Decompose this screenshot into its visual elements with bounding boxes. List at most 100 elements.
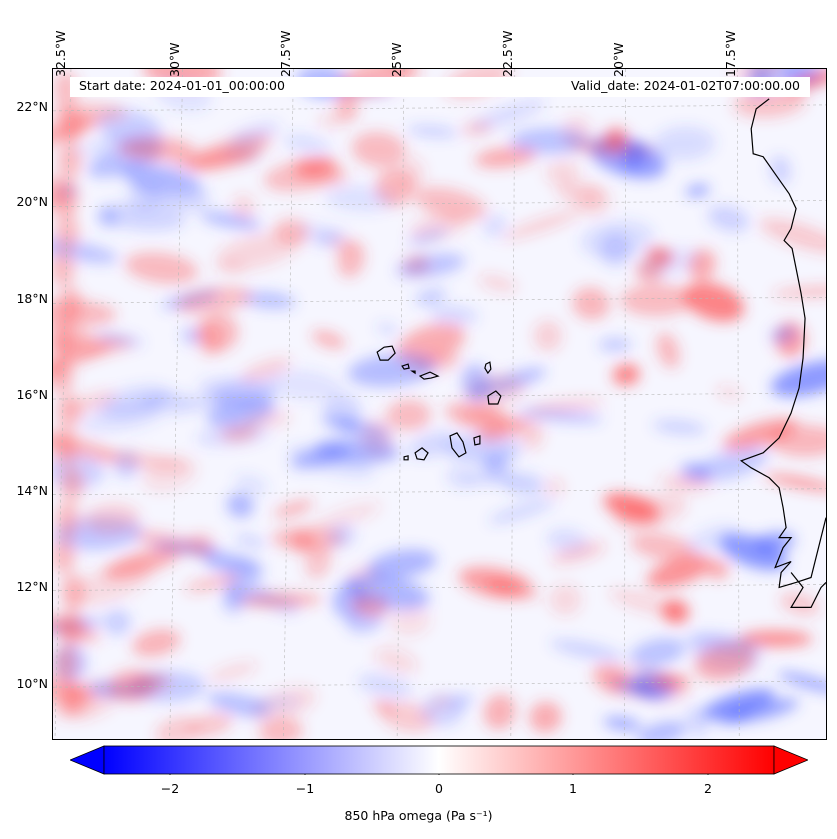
omega-negative-region bbox=[696, 446, 769, 482]
omega-negative-region bbox=[707, 205, 750, 232]
omega-positive-region bbox=[646, 555, 712, 589]
island-santo-antao bbox=[376, 345, 396, 361]
longitude-label: 17.5°W bbox=[723, 30, 738, 77]
omega-positive-region bbox=[620, 284, 694, 317]
latitude-label: 20°N bbox=[16, 194, 48, 209]
omega-positive-region bbox=[304, 544, 332, 579]
omega-positive-region bbox=[444, 402, 510, 430]
omega-negative-region bbox=[53, 238, 119, 264]
omega-positive-region bbox=[577, 184, 611, 218]
omega-positive-region bbox=[707, 560, 729, 580]
valid-date-label: Valid_date: 2024-01-02T07:00:00.00 bbox=[570, 78, 800, 93]
omega-negative-region bbox=[482, 453, 510, 476]
omega-negative-region bbox=[325, 185, 394, 212]
colorbar-body bbox=[103, 745, 775, 775]
omega-positive-region bbox=[544, 477, 565, 497]
omega-positive-region bbox=[722, 418, 798, 450]
omega-positive-region bbox=[337, 241, 365, 278]
longitude-label: 27.5°W bbox=[278, 30, 293, 77]
omega-positive-region bbox=[483, 694, 516, 730]
omega-negative-region bbox=[680, 462, 710, 481]
omega-negative-region bbox=[234, 534, 266, 548]
omega-negative-region bbox=[376, 322, 399, 336]
omega-negative-region bbox=[598, 338, 632, 352]
omega-negative-region bbox=[327, 523, 356, 548]
island-boa-vista bbox=[487, 390, 502, 405]
omega-positive-region bbox=[335, 92, 359, 123]
omega-positive-region bbox=[372, 700, 394, 713]
omega-negative-region bbox=[638, 247, 700, 277]
omega-positive-region bbox=[477, 416, 528, 442]
colorbar-tick-label: 0 bbox=[435, 781, 443, 796]
meridian-line bbox=[510, 69, 516, 739]
omega-positive-region bbox=[142, 456, 198, 492]
latitude-label: 12°N bbox=[16, 579, 48, 594]
omega-positive-region bbox=[53, 322, 76, 359]
omega-negative-region bbox=[719, 533, 788, 571]
colorbar-tick-label: 1 bbox=[569, 781, 577, 796]
latitude-label: 18°N bbox=[16, 291, 48, 306]
omega-negative-region bbox=[321, 415, 361, 433]
island-brava bbox=[403, 455, 409, 461]
omega-positive-region bbox=[318, 113, 344, 129]
omega-negative-region bbox=[199, 211, 262, 230]
omega-positive-region bbox=[176, 286, 253, 315]
guinea-coast bbox=[790, 572, 826, 608]
island-fogo bbox=[414, 447, 429, 461]
omega-positive-region bbox=[572, 287, 611, 320]
cape-verde-islands bbox=[376, 345, 502, 461]
omega-positive-region bbox=[374, 646, 419, 674]
omega-positive-region bbox=[60, 573, 85, 610]
omega-negative-region bbox=[119, 161, 202, 196]
omega-negative-region bbox=[429, 305, 478, 325]
omega-negative-region bbox=[241, 291, 296, 309]
omega-negative-region bbox=[97, 202, 187, 232]
omega-negative-region bbox=[629, 638, 686, 667]
omega-negative-region bbox=[249, 697, 300, 709]
omega-negative-region bbox=[314, 438, 400, 463]
west-africa-coast bbox=[739, 98, 826, 589]
omega-positive-region bbox=[478, 274, 517, 292]
omega-positive-region bbox=[292, 157, 349, 186]
omega-positive-region bbox=[68, 562, 152, 607]
omega-positive-region bbox=[56, 394, 81, 430]
omega-positive-region bbox=[759, 218, 826, 254]
omega-positive-region bbox=[669, 476, 714, 493]
omega-positive-region bbox=[533, 320, 563, 352]
omega-positive-region bbox=[772, 286, 826, 298]
omega-negative-region bbox=[345, 573, 430, 610]
omega-positive-region bbox=[220, 424, 258, 442]
omega-negative-region bbox=[283, 133, 332, 156]
omega-positive-region bbox=[529, 701, 562, 733]
omega-positive-region bbox=[351, 131, 407, 168]
omega-negative-region bbox=[151, 541, 222, 555]
omega-positive-region bbox=[730, 69, 785, 81]
omega-negative-region bbox=[716, 711, 750, 725]
omega-negative-region bbox=[652, 126, 716, 161]
omega-negative-region bbox=[367, 549, 437, 579]
omega-negative-region bbox=[407, 431, 457, 459]
omega-positive-region bbox=[389, 605, 431, 637]
omega-positive-region bbox=[501, 210, 582, 240]
omega-negative-region bbox=[636, 721, 687, 739]
omega-positive-region bbox=[461, 121, 493, 136]
omega-positive-region bbox=[244, 410, 291, 429]
omega-positive-region bbox=[57, 142, 82, 179]
omega-negative-region bbox=[686, 525, 738, 553]
colorbar-tick-label: 2 bbox=[704, 781, 712, 796]
omega-positive-region bbox=[768, 424, 826, 457]
omega-positive-region bbox=[124, 252, 199, 284]
omega-negative-region bbox=[407, 228, 449, 246]
latitude-label: 14°N bbox=[16, 483, 48, 498]
omega-field-map bbox=[53, 69, 826, 739]
colorbar-extend-min bbox=[70, 745, 105, 775]
omega-positive-region bbox=[683, 282, 745, 322]
omega-negative-region bbox=[622, 141, 647, 170]
omega-negative-region bbox=[207, 691, 271, 718]
omega-positive-region bbox=[656, 332, 680, 369]
omega-positive-region bbox=[53, 250, 75, 287]
omega-positive-region bbox=[545, 159, 580, 185]
omega-negative-region bbox=[770, 360, 826, 397]
omega-positive-region bbox=[396, 323, 466, 365]
omega-positive-region bbox=[549, 583, 582, 616]
